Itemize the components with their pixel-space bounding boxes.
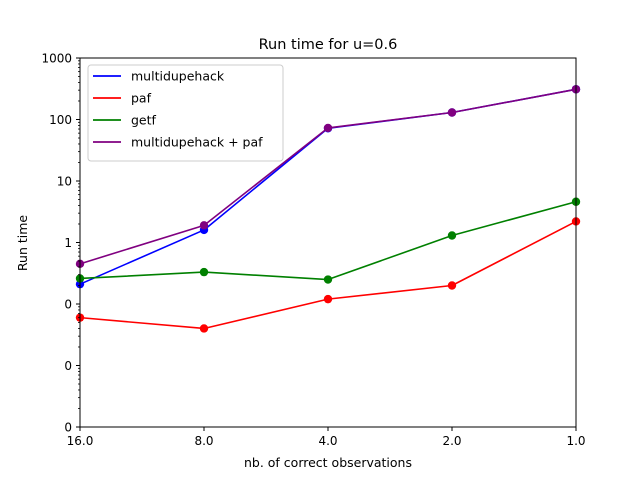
y-tick-label-3: 1 — [64, 236, 72, 250]
series-1-point-2 — [323, 294, 333, 304]
legend-label-1: paf — [131, 91, 152, 106]
axes-layer: 0 0 0 1 10 100 1000 16.0 8.0 4.0 2.0 1.0 — [41, 52, 585, 449]
series-2-point-3 — [447, 231, 457, 240]
series-3-point-3 — [447, 108, 457, 117]
legend-label-2: getf — [131, 113, 157, 128]
legend-label-0: multidupehack — [131, 69, 225, 84]
y-tick-label-4: 10 — [57, 175, 72, 189]
x-tick-label-1: 8.0 — [194, 434, 213, 448]
series-2-point-2 — [323, 275, 333, 284]
x-tick-label-3: 2.0 — [442, 434, 461, 448]
y-tick-label-6: 1000 — [41, 52, 72, 66]
legend-box — [87, 64, 284, 162]
legend-label-3: multidupehack + paf — [131, 135, 263, 150]
chart-title: Run time for u=0.6 — [259, 37, 398, 53]
x-tick-label-0: 16.0 — [67, 434, 94, 448]
y-axis-label: Run time — [15, 215, 30, 271]
y-tick-label-0: 0 — [64, 421, 72, 435]
series-2-point-1 — [199, 267, 209, 277]
series-1-point-1 — [199, 324, 209, 333]
y-tick-label-2: 0 — [64, 298, 72, 312]
x-tick-label-4: 1.0 — [566, 434, 585, 448]
x-tick-label-2: 4.0 — [318, 434, 337, 448]
series-3-point-2 — [323, 123, 333, 133]
y-tick-label-5: 100 — [49, 113, 72, 127]
legend: multidupehack paf getf multidupehack + paf — [87, 64, 284, 162]
x-axis-label: nb. of correct observations — [244, 455, 412, 470]
y-tick-label-1: 0 — [64, 359, 72, 373]
series-3-point-1 — [199, 221, 209, 230]
series-1-point-3 — [447, 281, 457, 290]
